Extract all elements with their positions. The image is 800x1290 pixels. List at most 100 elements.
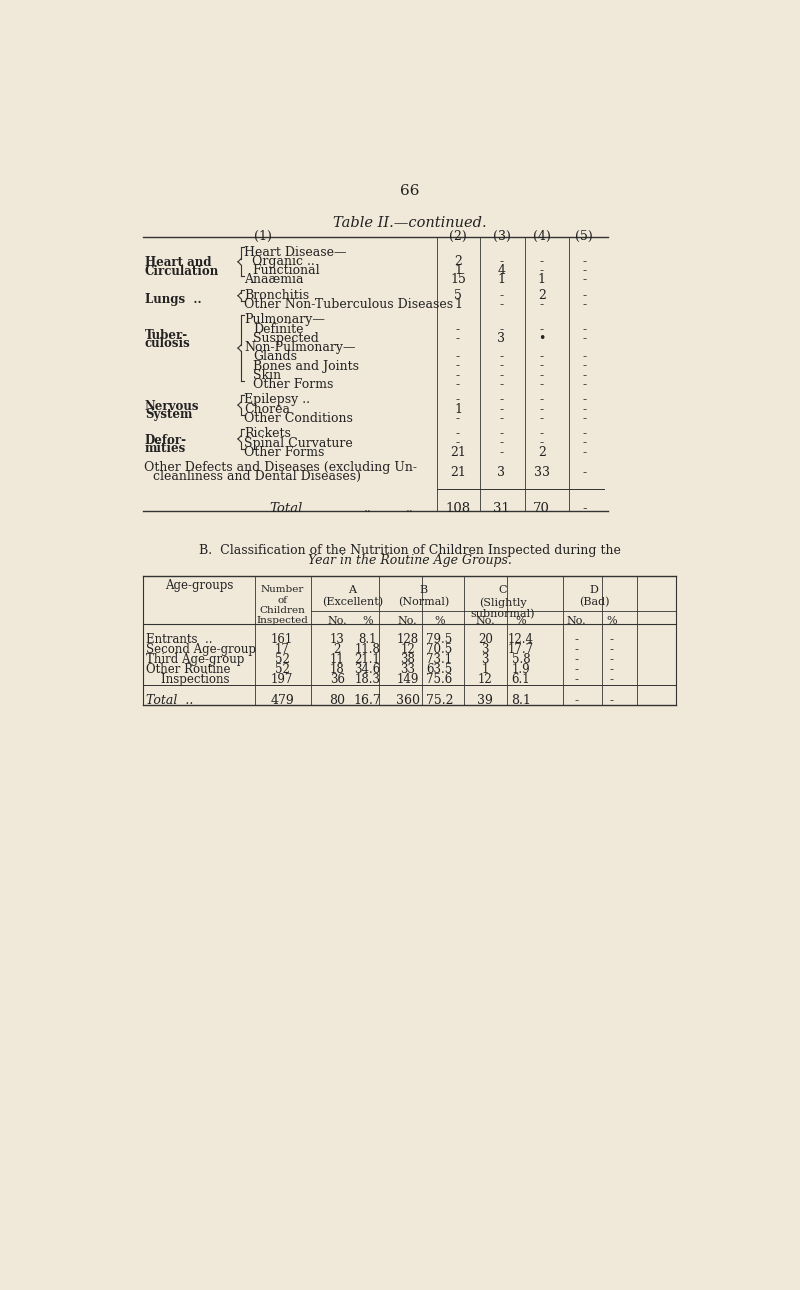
Text: -: -: [456, 427, 460, 440]
Text: -: -: [540, 351, 544, 364]
Text: -: -: [540, 427, 544, 440]
Text: 17: 17: [274, 642, 290, 657]
Text: Year in the Routine Age Groups.: Year in the Routine Age Groups.: [308, 553, 512, 566]
Text: 11.8: 11.8: [354, 642, 380, 657]
Text: -: -: [456, 369, 460, 382]
Text: 3: 3: [498, 332, 506, 344]
Text: -: -: [540, 322, 544, 335]
Text: 2: 2: [454, 255, 462, 268]
Text: Tuber-: Tuber-: [145, 329, 188, 342]
Text: Total  ..: Total ..: [146, 694, 194, 707]
Text: -: -: [499, 369, 503, 382]
Text: 75.2: 75.2: [426, 694, 453, 707]
Text: Lungs  ..: Lungs ..: [145, 293, 202, 307]
Text: 2: 2: [538, 446, 546, 459]
Text: 15: 15: [450, 273, 466, 286]
Text: %: %: [434, 617, 445, 626]
Text: 8.1: 8.1: [358, 633, 377, 646]
Text: -: -: [582, 255, 586, 268]
Text: 33: 33: [534, 466, 550, 479]
Text: -: -: [582, 436, 586, 450]
Text: 20: 20: [478, 633, 493, 646]
Text: 2: 2: [538, 289, 546, 302]
Text: 13: 13: [330, 633, 345, 646]
Text: -: -: [582, 322, 586, 335]
Text: System: System: [145, 408, 192, 421]
Text: 70: 70: [534, 502, 550, 515]
Text: -: -: [540, 412, 544, 424]
Text: -: -: [574, 673, 578, 686]
Text: -: -: [499, 436, 503, 450]
Text: Spinal Curvature: Spinal Curvature: [244, 436, 353, 450]
Text: 12: 12: [478, 673, 493, 686]
Text: Pulmonary—: Pulmonary—: [244, 313, 325, 326]
Text: Age-groups: Age-groups: [165, 579, 234, 592]
Text: -: -: [540, 360, 544, 373]
Text: -: -: [582, 446, 586, 459]
Text: Suspected: Suspected: [254, 332, 319, 344]
Text: -: -: [456, 378, 460, 391]
Text: -: -: [610, 633, 614, 646]
Text: -: -: [456, 351, 460, 364]
Text: -: -: [582, 369, 586, 382]
Text: -: -: [582, 412, 586, 424]
Text: 18.3: 18.3: [354, 673, 380, 686]
Text: 70.5: 70.5: [426, 642, 453, 657]
Text: -: -: [582, 289, 586, 302]
Text: 21.1: 21.1: [354, 653, 380, 666]
Text: 2: 2: [334, 642, 341, 657]
Text: B.  Classification of the Nutrition of Children Inspected during the: B. Classification of the Nutrition of Ch…: [199, 543, 621, 557]
Text: 17.7: 17.7: [508, 642, 534, 657]
Text: -: -: [574, 642, 578, 657]
Text: -: -: [540, 298, 544, 311]
Text: (4): (4): [533, 230, 550, 244]
Text: 479: 479: [270, 694, 294, 707]
Text: -: -: [540, 264, 544, 277]
Text: ..: ..: [406, 502, 414, 515]
Text: 39: 39: [478, 694, 493, 707]
Text: -: -: [499, 298, 503, 311]
Text: -: -: [499, 412, 503, 424]
Text: -: -: [610, 653, 614, 666]
Text: Number
of
Children
Inspected: Number of Children Inspected: [256, 586, 308, 626]
Text: (2): (2): [449, 230, 467, 244]
Text: Defor-: Defor-: [145, 433, 187, 446]
Text: -: -: [582, 502, 586, 515]
Text: Nervous: Nervous: [145, 400, 199, 413]
Text: -: -: [574, 663, 578, 676]
Text: 108: 108: [446, 502, 470, 515]
Text: -: -: [499, 446, 503, 459]
Text: Other Routine: Other Routine: [146, 663, 231, 676]
Text: -: -: [574, 653, 578, 666]
Text: -: -: [456, 393, 460, 406]
Text: 31: 31: [493, 502, 510, 515]
Text: 75.6: 75.6: [426, 673, 453, 686]
Text: -: -: [499, 322, 503, 335]
Text: 33: 33: [400, 663, 415, 676]
Text: -: -: [582, 378, 586, 391]
Text: Table II.—continued.: Table II.—continued.: [333, 217, 487, 231]
Text: -: -: [499, 351, 503, 364]
Text: Other Conditions: Other Conditions: [244, 412, 353, 424]
Text: -: -: [610, 673, 614, 686]
Text: Third Age-group: Third Age-group: [146, 653, 245, 666]
Text: %: %: [606, 617, 617, 626]
Text: Inspections: Inspections: [146, 673, 230, 686]
Text: D
(Bad): D (Bad): [579, 586, 610, 608]
Text: Other Forms: Other Forms: [244, 446, 325, 459]
Text: No.: No.: [398, 617, 418, 626]
Text: -: -: [540, 393, 544, 406]
Text: 1: 1: [454, 264, 462, 277]
Text: 3: 3: [498, 466, 506, 479]
Text: 360: 360: [396, 694, 420, 707]
Text: -: -: [499, 255, 503, 268]
Text: 197: 197: [271, 673, 294, 686]
Text: 66: 66: [400, 184, 420, 199]
Text: 34.6: 34.6: [354, 663, 381, 676]
Text: -: -: [540, 378, 544, 391]
Text: Rickets: Rickets: [244, 427, 291, 440]
Text: (5): (5): [575, 230, 594, 244]
Text: Epilepsy ..: Epilepsy ..: [244, 393, 310, 406]
Text: 128: 128: [397, 633, 418, 646]
Text: 4: 4: [498, 264, 506, 277]
